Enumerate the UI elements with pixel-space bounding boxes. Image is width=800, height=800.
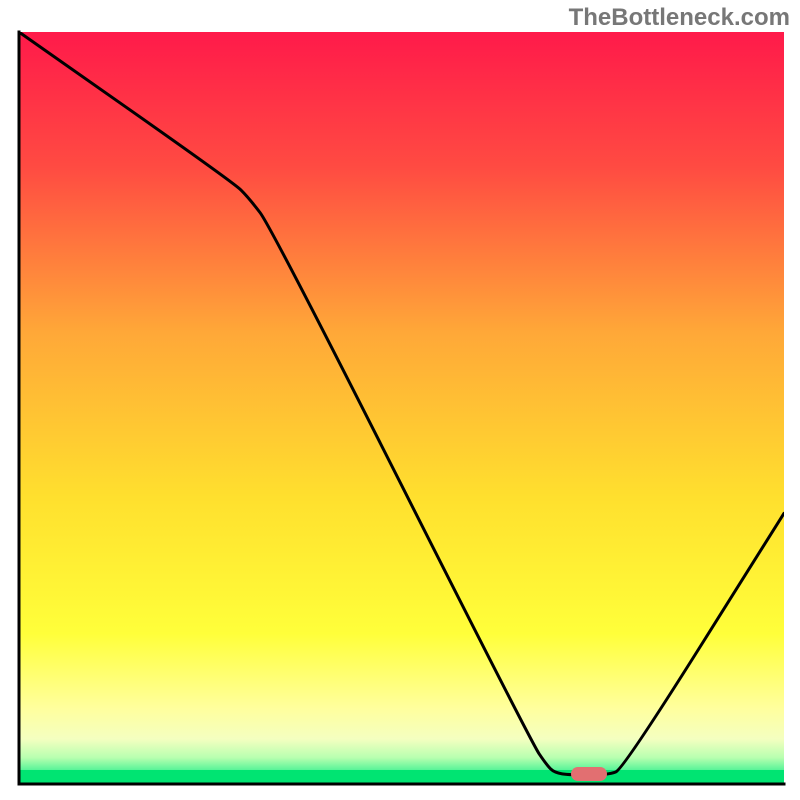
chart-container: TheBottleneck.com [0,0,800,800]
axis-border-path [19,32,784,784]
watermark-text: TheBottleneck.com [569,4,790,32]
plot-area [19,32,784,784]
axis-border [19,32,784,784]
